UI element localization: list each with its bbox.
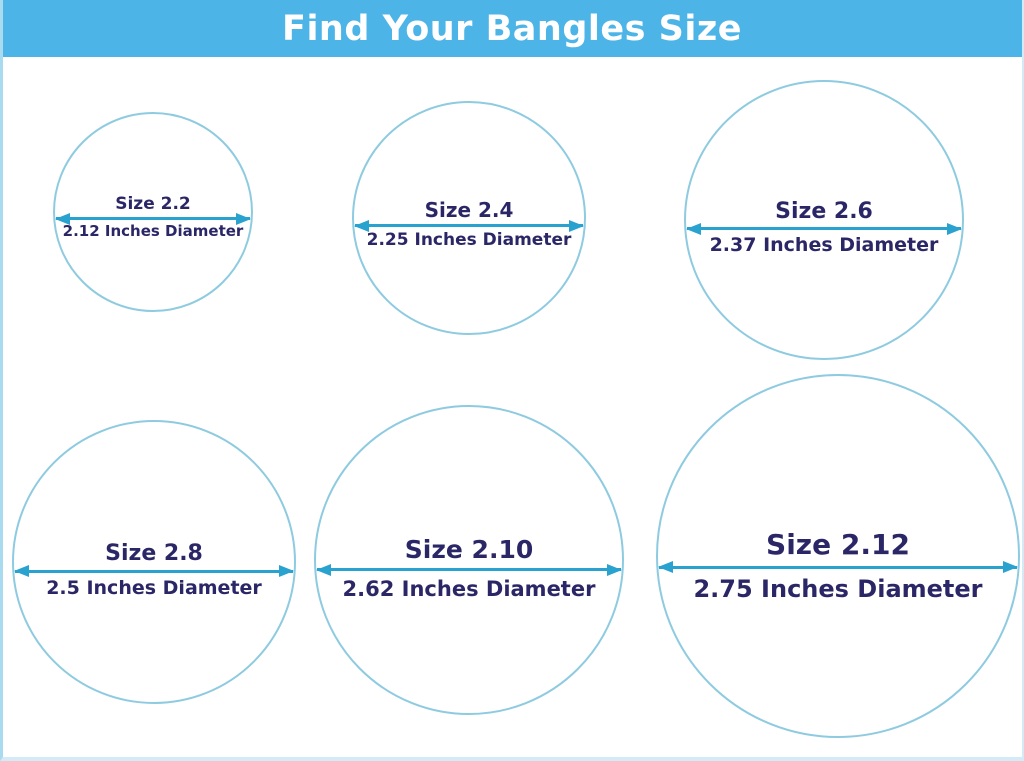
bangle-circle-2-4: Size 2.4 2.25 Inches Diameter (352, 101, 586, 335)
diameter-label: 2.5 Inches Diameter (46, 576, 262, 599)
bangle-circle-2-8: Size 2.8 2.5 Inches Diameter (12, 420, 296, 704)
diameter-arrow (15, 569, 293, 573)
diameter-arrow (659, 565, 1017, 569)
bangle-circle-2-12: Size 2.12 2.75 Inches Diameter (656, 374, 1020, 738)
bangle-circle-2-6: Size 2.6 2.37 Inches Diameter (684, 80, 964, 360)
circle-outline (352, 101, 586, 335)
circle-outline (684, 80, 964, 360)
circle-outline (53, 112, 253, 312)
size-label: Size 2.8 (105, 540, 203, 566)
diameter-arrow (355, 224, 583, 228)
size-label: Size 2.12 (766, 528, 910, 562)
page-title: Find Your Bangles Size (282, 8, 742, 49)
circle-outline (656, 374, 1020, 738)
diameter-label: 2.37 Inches Diameter (709, 234, 939, 257)
diameter-arrow (317, 568, 621, 572)
size-label: Size 2.2 (115, 194, 191, 215)
diameter-label: 2.62 Inches Diameter (342, 577, 596, 602)
diameter-arrow (56, 217, 250, 220)
size-label: Size 2.10 (404, 534, 534, 564)
size-label: Size 2.4 (424, 197, 514, 222)
bangle-circle-2-2: Size 2.2 2.12 Inches Diameter (53, 112, 253, 312)
title-bar: Find Your Bangles Size (3, 0, 1022, 57)
bangle-circle-2-10: Size 2.10 2.62 Inches Diameter (314, 405, 624, 715)
size-label: Size 2.6 (775, 198, 873, 224)
diameter-label: 2.12 Inches Diameter (62, 222, 244, 240)
circle-outline (314, 405, 624, 715)
diameter-label: 2.25 Inches Diameter (366, 229, 572, 250)
diameter-label: 2.75 Inches Diameter (693, 575, 983, 604)
circle-outline (12, 420, 296, 704)
diameter-arrow (687, 227, 961, 231)
